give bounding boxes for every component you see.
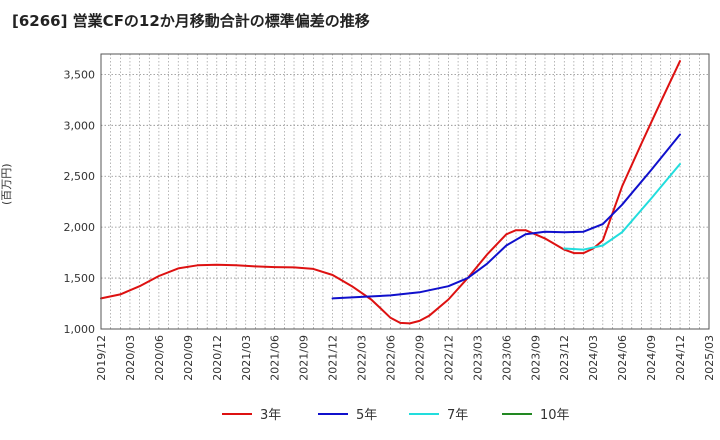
legend: 3年 5年 7年 10年 [222, 408, 570, 423]
x-tick-label: 2020/03 [124, 335, 137, 381]
x-tick-label: 2023/03 [471, 335, 484, 381]
series-line-2 [563, 163, 681, 251]
x-tick-label: 2020/12 [211, 335, 224, 381]
series-lines [100, 60, 681, 325]
x-tick-label: 2022/06 [385, 335, 398, 381]
x-tick-label: 2020/09 [182, 335, 195, 381]
grid-lines [100, 54, 710, 330]
x-tick-label: 2021/09 [298, 335, 311, 381]
chart-title: [6266] 営業CFの12か月移動合計の標準偏差の推移 [12, 12, 370, 30]
x-tick-label: 2023/09 [529, 335, 542, 381]
y-tick-labels: 1,000 1,500 2,000 2,500 3,000 3,500 [64, 68, 96, 336]
x-tick-label: 2023/12 [558, 335, 571, 381]
x-tick-label: 2022/03 [356, 335, 369, 381]
legend-label-1: 5年 [356, 408, 377, 423]
x-tick-label: 2022/12 [442, 335, 455, 381]
legend-label-3: 10年 [540, 408, 570, 423]
x-tick-label: 2023/06 [500, 335, 513, 381]
x-tick-labels: 2019/12 2020/03 2020/06 2020/09 2020/12 2021/… [95, 335, 716, 381]
x-tick-label: 2022/09 [413, 335, 426, 381]
y-tick-label: 3,000 [64, 119, 96, 132]
x-tick-label: 2021/03 [240, 335, 253, 381]
legend-label-0: 3年 [260, 408, 281, 423]
series-line-0 [100, 60, 681, 325]
x-tick-label: 2021/12 [327, 335, 340, 381]
y-tick-label: 1,500 [64, 272, 96, 285]
y-tick-label: 1,000 [64, 323, 96, 336]
y-tick-label: 2,000 [64, 221, 96, 234]
x-tick-label: 2025/03 [703, 335, 716, 381]
y-tick-label: 2,500 [64, 170, 96, 183]
x-tick-label: 2020/06 [153, 335, 166, 381]
x-tick-label: 2024/09 [645, 335, 658, 381]
legend-label-2: 7年 [447, 408, 468, 423]
x-tick-label: 2024/12 [674, 335, 687, 381]
series-line-1 [331, 133, 681, 300]
x-tick-label: 2019/12 [95, 335, 108, 381]
x-tick-label: 2024/06 [616, 335, 629, 381]
y-tick-label: 3,500 [64, 68, 96, 81]
plot-frame [100, 53, 710, 330]
x-tick-label: 2024/03 [587, 335, 600, 381]
x-tick-label: 2021/06 [269, 335, 282, 381]
